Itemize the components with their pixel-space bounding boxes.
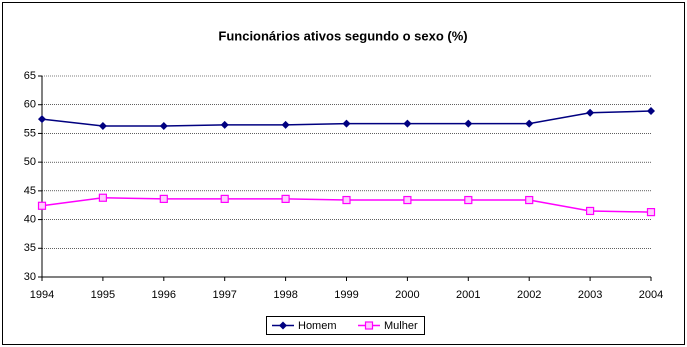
marker	[464, 119, 473, 128]
marker	[220, 120, 229, 129]
x-tick-label: 1998	[273, 289, 297, 301]
x-tick-label: 1996	[152, 289, 176, 301]
y-tick-label: 50	[24, 156, 36, 168]
legend-label: Mulher	[384, 320, 418, 332]
x-tick-label: 2003	[578, 289, 602, 301]
marker	[98, 121, 107, 130]
y-tick-label: 40	[24, 213, 36, 225]
x-tick-label: 2001	[456, 289, 480, 301]
marker	[281, 120, 290, 129]
marker	[220, 194, 229, 203]
x-tick-label: 2002	[517, 289, 541, 301]
y-tick-label: 60	[24, 99, 36, 111]
x-tick-label: 1994	[30, 289, 54, 301]
marker	[342, 195, 351, 205]
marker	[403, 195, 412, 205]
x-tick-label: 1997	[212, 289, 236, 301]
legend: Homem Mulher	[266, 316, 425, 335]
legend-marker	[279, 321, 287, 330]
legend-box	[266, 316, 425, 335]
marker	[98, 193, 108, 202]
y-tick-label: 65	[24, 70, 36, 82]
marker	[37, 201, 47, 210]
marker	[646, 208, 656, 217]
marker	[647, 107, 655, 116]
marker	[159, 194, 168, 203]
marker	[342, 119, 351, 128]
x-tick-label: 1999	[334, 289, 358, 301]
marker	[525, 119, 534, 128]
marker	[464, 195, 473, 205]
legend-marker	[364, 321, 374, 330]
y-tick-label: 45	[24, 185, 36, 197]
marker	[38, 115, 46, 124]
marker	[403, 119, 412, 128]
x-tick-label: 2004	[639, 289, 663, 301]
marker	[585, 206, 595, 216]
x-tick-label: 1995	[91, 289, 115, 301]
x-tick-label: 2000	[395, 289, 419, 301]
marker	[159, 121, 168, 130]
y-tick-label: 55	[24, 127, 36, 139]
y-tick-label: 30	[24, 271, 36, 283]
chart-title: Funcionários ativos segundo o sexo (%)	[218, 28, 467, 43]
y-tick-label: 35	[24, 242, 36, 254]
marker	[586, 108, 595, 117]
legend-label: Homem	[298, 320, 337, 332]
marker	[525, 195, 534, 205]
marker	[281, 194, 290, 203]
